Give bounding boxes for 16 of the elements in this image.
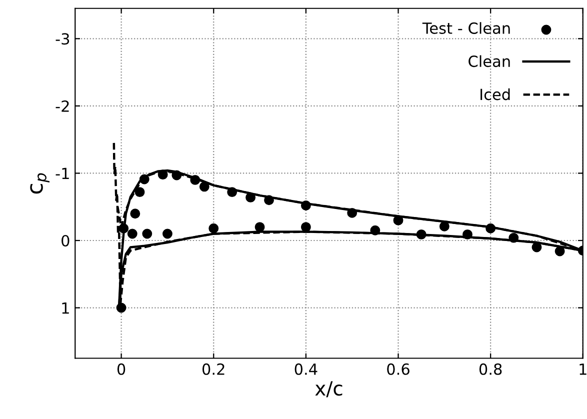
- x-tick-label: 0.8: [479, 363, 502, 375]
- x-tick-label: 0.2: [202, 363, 224, 375]
- x-axis-title: x/c: [315, 381, 342, 398]
- y-tick-label: -1: [56, 168, 69, 180]
- legend-label: Iced: [480, 88, 510, 100]
- y-axis-title: c$_{p}$: [30, 173, 50, 194]
- y-tick-label: -3: [56, 33, 70, 45]
- x-tick-label: 0.4: [294, 363, 318, 375]
- y-tick-label: -2: [56, 100, 69, 112]
- y-tick-label: 1: [62, 302, 69, 314]
- legend-label: Test - Clean: [422, 22, 510, 34]
- x-tick-label: 0.6: [387, 363, 410, 375]
- x-tick-label: 1: [580, 364, 586, 375]
- x-tick-label: 0: [117, 363, 126, 375]
- legend-label: Clean: [468, 55, 510, 68]
- y-tick-label: 0: [62, 234, 70, 247]
